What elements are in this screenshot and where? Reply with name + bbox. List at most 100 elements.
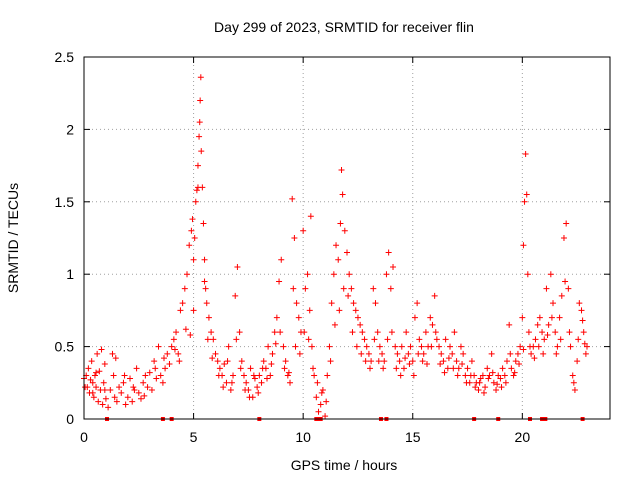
data-point	[300, 227, 307, 234]
data-point	[323, 398, 330, 405]
data-point	[441, 369, 448, 376]
data-point	[479, 372, 486, 379]
data-point	[107, 387, 114, 394]
data-point	[89, 379, 96, 386]
data-point	[155, 343, 162, 350]
data-point	[485, 375, 492, 382]
data-point	[350, 300, 357, 307]
data-point	[574, 358, 581, 365]
data-point	[527, 343, 534, 350]
data-point	[308, 343, 315, 350]
data-point	[306, 307, 313, 314]
data-point	[193, 187, 200, 194]
data-point	[101, 387, 108, 394]
data-point	[302, 285, 309, 292]
data-point	[410, 372, 417, 379]
data-point	[534, 321, 541, 328]
data-point	[98, 346, 105, 353]
data-point	[101, 360, 108, 367]
data-point	[121, 372, 128, 379]
data-point	[539, 329, 546, 336]
data-point	[187, 332, 194, 339]
data-point	[482, 384, 489, 391]
data-point	[336, 307, 343, 314]
data-point	[493, 387, 500, 394]
data-point	[580, 329, 587, 336]
data-point	[89, 389, 96, 396]
data-point	[205, 314, 212, 321]
data-point	[418, 343, 425, 350]
data-point	[376, 343, 383, 350]
data-point	[442, 336, 449, 343]
data-point	[480, 389, 487, 396]
data-point	[105, 404, 112, 411]
data-point	[520, 346, 527, 353]
data-point	[168, 343, 175, 350]
data-point	[432, 329, 439, 336]
data-point	[348, 285, 355, 292]
data-point	[258, 379, 265, 386]
data-point	[216, 365, 223, 372]
data-point	[254, 384, 261, 391]
data-point	[490, 379, 497, 386]
data-point	[191, 235, 198, 241]
data-point	[423, 360, 430, 367]
data-point	[171, 346, 178, 353]
data-point	[498, 384, 505, 391]
data-point	[112, 355, 119, 362]
data-point	[311, 372, 318, 379]
data-point	[420, 350, 427, 357]
data-point	[220, 384, 227, 391]
data-point	[247, 365, 254, 372]
data-point	[242, 387, 249, 394]
data-point	[501, 372, 508, 379]
data-point	[346, 271, 353, 278]
data-point	[162, 365, 169, 372]
data-point	[554, 343, 561, 350]
data-point	[210, 336, 217, 343]
data-point	[328, 300, 335, 307]
data-point	[273, 314, 280, 321]
data-point	[541, 336, 548, 343]
data-point	[562, 278, 569, 285]
y-tick-label: 1	[66, 266, 74, 282]
data-point	[142, 372, 149, 379]
data-point	[305, 336, 312, 343]
data-point	[385, 249, 392, 256]
x-tick-label: 0	[80, 429, 88, 445]
data-point	[535, 343, 542, 350]
data-point	[558, 292, 565, 299]
data-point	[365, 350, 372, 357]
data-point	[243, 379, 250, 386]
data-point	[556, 314, 563, 321]
data-point	[190, 307, 197, 314]
data-point	[357, 321, 364, 328]
data-point	[197, 97, 204, 104]
data-point	[201, 256, 208, 263]
data-point	[238, 358, 245, 365]
data-point	[429, 321, 436, 328]
data-point	[307, 213, 314, 220]
data-point	[201, 278, 208, 285]
data-point	[528, 350, 535, 357]
data-point	[285, 369, 292, 376]
data-point	[135, 389, 142, 396]
data-point	[499, 365, 506, 372]
y-tick-label: 2.5	[55, 49, 75, 65]
data-point	[234, 263, 241, 270]
data-point	[359, 329, 366, 336]
data-point	[545, 321, 552, 328]
data-point	[295, 314, 302, 321]
data-point	[390, 263, 397, 270]
data-point	[427, 314, 434, 321]
data-point	[269, 350, 276, 357]
data-point	[397, 372, 404, 379]
data-point	[455, 365, 462, 372]
y-tick-label: 0.5	[55, 339, 75, 355]
data-point	[282, 358, 289, 365]
data-point	[457, 343, 464, 350]
data-point	[514, 350, 521, 357]
x-axis-label: GPS time / hours	[291, 457, 398, 473]
data-point	[349, 329, 356, 336]
data-point	[394, 350, 401, 357]
